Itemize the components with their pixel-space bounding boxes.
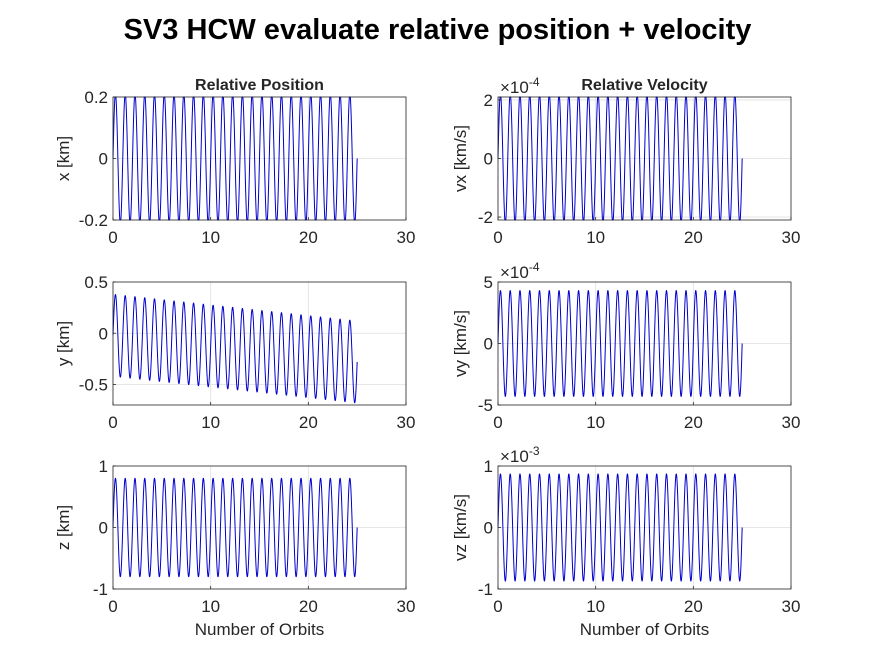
subplot-y: 0 10 20 30-0.500.5y [km]	[54, 273, 415, 432]
x-tick-label: 20	[684, 597, 703, 616]
x-tick-label: 30	[782, 597, 801, 616]
y-axis-label: z [km]	[54, 505, 73, 550]
y-tick-label: 0.5	[84, 273, 108, 292]
series-line-vz	[497, 473, 743, 582]
x-tick-label: 20	[299, 228, 318, 247]
x-tick-label: 10	[586, 597, 605, 616]
x-tick-label: 0	[493, 597, 502, 616]
y-tick-label: 0	[484, 335, 493, 354]
y-tick-label: 1	[484, 457, 493, 476]
x-tick-label: 10	[586, 413, 605, 432]
x-tick-label: 0	[493, 228, 502, 247]
y-exponent-label: ×10-4	[500, 260, 540, 282]
subplot-title: Relative Velocity	[581, 77, 707, 94]
x-tick-label: 0	[108, 228, 117, 247]
y-tick-label: 0	[484, 519, 493, 538]
x-tick-label: 30	[397, 228, 416, 247]
y-tick-label: 0	[484, 150, 493, 169]
x-axis-label: Number of Orbits	[195, 620, 324, 639]
y-exponent-label: ×10-4	[500, 75, 540, 97]
x-tick-label: 20	[684, 413, 703, 432]
series-line-vy	[497, 290, 743, 397]
y-exponent-label: ×10-3	[500, 444, 540, 466]
y-axis-label: x [km]	[54, 136, 73, 181]
x-tick-label: 30	[397, 597, 416, 616]
y-tick-label: -0.2	[79, 211, 108, 230]
subplot-vy: 0 10 20 30-505×10-4vy [km/s]	[451, 260, 800, 432]
x-tick-label: 0	[108, 597, 117, 616]
subplot-vz: 0 10 20 30-101×10-3vz [km/s]Number of Orbit…	[451, 444, 800, 639]
y-tick-label: 0	[99, 519, 108, 538]
x-tick-label: 10	[586, 228, 605, 247]
series-line-x	[112, 96, 358, 221]
axes-box	[112, 281, 407, 406]
x-tick-label: 10	[201, 228, 220, 247]
y-axis-label: vy [km/s]	[451, 310, 470, 377]
y-tick-label: -5	[478, 396, 493, 415]
x-tick-label: 30	[782, 228, 801, 247]
y-axis-label: vz [km/s]	[451, 494, 470, 561]
x-tick-label: 20	[299, 413, 318, 432]
y-axis-label: y [km]	[54, 321, 73, 366]
y-tick-label: -2	[478, 208, 493, 227]
y-tick-label: 5	[484, 273, 493, 292]
y-tick-label: 0	[99, 150, 108, 169]
series-line-vx	[497, 96, 743, 221]
x-tick-label: 0	[493, 413, 502, 432]
figure-title: SV3 HCW evaluate relative position + vel…	[123, 14, 752, 46]
x-tick-label: 20	[684, 228, 703, 247]
x-tick-label: 30	[397, 413, 416, 432]
y-axis-label: vx [km/s]	[451, 125, 470, 192]
x-tick-label: 10	[201, 597, 220, 616]
y-tick-label: -0.5	[79, 376, 108, 395]
y-tick-label: 2	[484, 91, 493, 110]
y-tick-label: 1	[99, 457, 108, 476]
y-tick-label: 0.2	[84, 88, 108, 107]
x-tick-label: 10	[201, 413, 220, 432]
y-tick-label: -1	[93, 580, 108, 599]
subplot-title: Relative Position	[195, 77, 324, 94]
series-line-y	[112, 294, 358, 404]
series-line-z	[112, 477, 358, 578]
y-tick-label: -1	[478, 580, 493, 599]
x-tick-label: 20	[299, 597, 318, 616]
x-axis-label: Number of Orbits	[580, 620, 709, 639]
x-tick-label: 0	[108, 413, 117, 432]
x-tick-label: 30	[782, 413, 801, 432]
y-tick-label: 0	[99, 324, 108, 343]
